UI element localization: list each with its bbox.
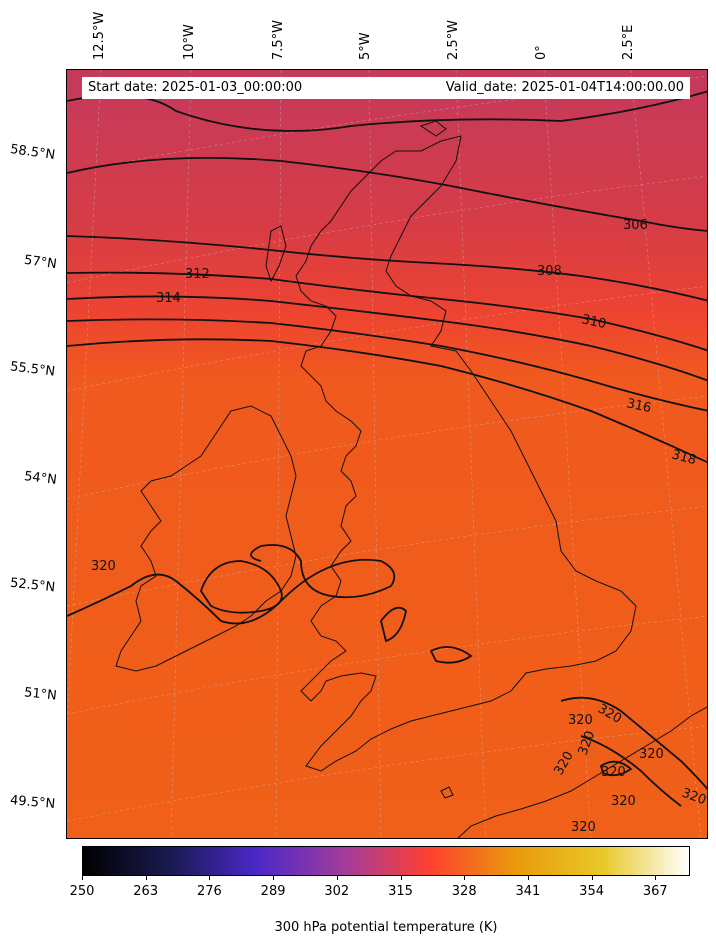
colorbar-tick-label: 367 <box>642 884 668 899</box>
colorbar-tick-mark <box>400 876 402 880</box>
contour-label-320-i: 320 <box>611 794 636 809</box>
colorbar-tick-mark <box>209 876 211 880</box>
contour-320-west <box>67 544 396 625</box>
contour-labels: 306 308 310 312 314 316 318 320 320 320 … <box>91 218 707 835</box>
coastlines <box>115 120 707 838</box>
colorbar-tick-label: 341 <box>515 884 541 899</box>
contour-label-314: 314 <box>156 291 181 306</box>
coast-orkney <box>419 120 447 137</box>
contour-314 <box>67 318 707 412</box>
coast-channel-islands <box>440 786 454 799</box>
colorbar-tick-label: 302 <box>324 884 350 899</box>
contour-label-320-d: 320 <box>639 747 664 762</box>
lon-label-2-5e: 2.5°E <box>621 24 636 60</box>
map-panel[interactable]: 306 308 310 312 314 316 318 320 320 320 … <box>66 69 708 839</box>
colorbar-tick-mark <box>464 876 466 880</box>
contour-320-blob1 <box>380 606 407 643</box>
contour-308 <box>67 235 707 302</box>
contours <box>67 90 707 807</box>
contour-310 <box>67 271 707 352</box>
contour-320-blob3 <box>599 760 633 777</box>
contour-320-blob2 <box>429 646 473 664</box>
lon-label-12-5w: 12.5°W <box>92 11 107 60</box>
valid-date: Valid_date: 2025-01-04T14:00:00.00 <box>445 80 684 95</box>
coast-hebrides <box>265 225 287 283</box>
start-date: Start date: 2025-01-03_00:00:00 <box>88 80 303 95</box>
graticule <box>67 70 707 838</box>
contour-label-310: 310 <box>580 312 607 332</box>
lat-label-51n: 51°N <box>23 685 58 704</box>
contour-320-south <box>200 560 283 614</box>
lon-label-10w: 10°W <box>182 24 197 60</box>
date-header: Start date: 2025-01-03_00:00:00 Valid_da… <box>82 77 690 99</box>
lat-label-49-5n: 49.5°N <box>9 793 56 812</box>
colorbar-tick-mark <box>273 876 275 880</box>
colorbar <box>82 846 690 876</box>
contour-label-306: 306 <box>623 218 648 233</box>
contour-label-312: 312 <box>185 267 210 282</box>
contour-label-320-j: 320 <box>571 820 596 835</box>
lat-label-54n: 54°N <box>23 469 58 488</box>
colorbar-tick-mark <box>145 876 147 880</box>
contour-320-channel-b <box>580 735 682 807</box>
lat-label-58-5n: 58.5°N <box>9 141 56 164</box>
colorbar-tick-label: 250 <box>69 884 95 899</box>
lat-label-55-5n: 55.5°N <box>9 359 56 380</box>
contour-label-320-e: 320 <box>601 765 626 780</box>
contour-label-318: 318 <box>670 447 698 468</box>
map-canvas[interactable]: 306 308 310 312 314 316 318 320 320 320 … <box>67 70 708 839</box>
temperature-field <box>67 70 707 838</box>
lon-label-0: 0° <box>534 45 549 60</box>
colorbar-tick-label: 289 <box>260 884 286 899</box>
colorbar-tick-label: 315 <box>388 884 413 899</box>
contour-304 <box>67 90 707 132</box>
coast-great-britain <box>295 135 637 772</box>
colorbar-tick-label: 276 <box>196 884 222 899</box>
contour-306 <box>67 156 707 232</box>
colorbar-tick-mark <box>336 876 338 880</box>
contour-316 <box>67 338 707 464</box>
colorbar-tick-label: 328 <box>451 884 477 899</box>
contour-label-320-b: 320 <box>568 713 593 728</box>
colorbar-tick-mark <box>655 876 657 880</box>
lon-label-7-5w: 7.5°W <box>271 19 286 60</box>
contour-label-316: 316 <box>625 396 652 416</box>
colorbar-tick-mark <box>591 876 593 880</box>
colorbar-tick-label: 263 <box>133 884 159 899</box>
colorbar-tick-mark <box>527 876 529 880</box>
colorbar-tick-mark <box>82 876 83 880</box>
lat-label-52-5n: 52.5°N <box>9 575 56 596</box>
lat-label-57n: 57°N <box>23 252 58 273</box>
contour-label-308: 308 <box>537 264 562 279</box>
colorbar-label: 300 hPa potential temperature (K) <box>274 920 498 935</box>
contour-312 <box>67 295 707 382</box>
contour-320-channel <box>560 696 707 790</box>
lon-label-5w: 5°W <box>358 32 373 60</box>
colorbar-tick-label: 354 <box>579 884 605 899</box>
coast-france <box>457 706 707 838</box>
coast-ireland <box>115 405 297 672</box>
lon-label-2-5w: 2.5°W <box>446 19 461 60</box>
contour-label-320-a: 320 <box>91 559 116 574</box>
